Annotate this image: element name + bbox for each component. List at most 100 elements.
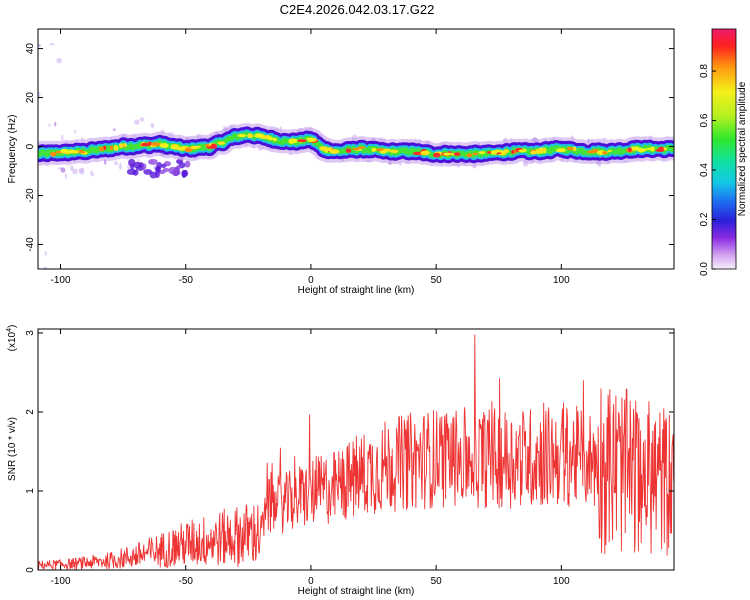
top-x-axis-tick-label: -100 xyxy=(51,275,71,286)
ridge-core-spot xyxy=(389,149,399,154)
ridge-core-spot xyxy=(518,149,527,153)
bottom-x-axis-tick-label: 100 xyxy=(553,576,570,587)
heatmap-blob xyxy=(148,158,158,165)
ridge-core-spot xyxy=(288,138,296,144)
y-scale-prefix: (x10 xyxy=(7,331,18,351)
ridge-core-spot xyxy=(490,150,498,155)
ridge-core-spot xyxy=(217,141,226,145)
heatmap-blob xyxy=(155,166,161,173)
ridge-core-spot xyxy=(50,151,57,157)
top-y-axis-label: Frequency (Hz) xyxy=(7,115,18,184)
heatmap-noise-dot xyxy=(114,160,118,166)
ridge-core-spot xyxy=(352,147,360,151)
ridge-core-spot xyxy=(591,149,599,152)
heatmap-blob xyxy=(184,160,191,168)
top-x-axis: -100 -50 0 50 100 xyxy=(51,29,570,286)
ridge-core-spot xyxy=(247,133,254,139)
bottom-x-axis-tick-label: -50 xyxy=(179,576,194,587)
ridge-core-spot xyxy=(566,146,572,151)
ridge-core-spot xyxy=(420,150,430,156)
ridge-core-spot xyxy=(159,143,169,148)
colorbar-tick-label: 0.2 xyxy=(699,212,710,226)
heatmap-noise-dot xyxy=(90,170,93,177)
ridge-core-spot xyxy=(478,151,486,155)
top-y-axis-tick-label: -40 xyxy=(25,237,36,252)
ridge-core-spot xyxy=(443,152,453,156)
top-y-axis-tick-label: 40 xyxy=(25,43,36,55)
ridge-core-spot xyxy=(663,147,667,151)
ridge-core-spot xyxy=(254,133,265,138)
ridge-core-spot xyxy=(496,150,505,153)
ridge-core-spot xyxy=(307,137,317,142)
spectrogram-heatmap xyxy=(38,43,674,269)
ridge-core-spot xyxy=(267,137,275,141)
heatmap-noise-dot xyxy=(44,250,47,256)
ridge-core-spot xyxy=(123,143,127,147)
top-x-axis-label: Height of straight line (km) xyxy=(298,285,415,296)
ridge-core-spot xyxy=(184,147,193,153)
heatmap-blob xyxy=(149,171,158,179)
heatmap-noise-dot xyxy=(74,129,77,134)
y-scale-exponent: 4 xyxy=(6,328,13,332)
colorbar-tick-label: 0.0 xyxy=(699,262,710,276)
heatmap-noise-dot xyxy=(43,266,48,269)
heatmap-noise-dot xyxy=(56,58,63,64)
ridge-core-spot xyxy=(170,144,179,147)
bottom-x-axis-tick-label: 50 xyxy=(431,576,443,587)
heatmap-blob xyxy=(128,158,136,167)
colorbar-gradient xyxy=(711,28,737,270)
ridge-core-spot xyxy=(466,153,473,158)
ridge-core-spot xyxy=(383,148,391,152)
colorbar-tick-label: 0.4 xyxy=(699,163,710,177)
ridge-core-spot xyxy=(453,152,461,156)
ridge-core-spot xyxy=(205,143,210,148)
spectrogram-frame xyxy=(37,28,675,270)
ridge-core-spot xyxy=(148,141,152,146)
ridge-core-spot xyxy=(472,152,479,155)
heatmap-noise-dot xyxy=(78,167,84,175)
ridge-core-spot xyxy=(556,148,567,153)
heatmap-noise-dot xyxy=(113,128,116,132)
bottom-x-axis-tick-label: -100 xyxy=(51,576,71,587)
heatmap-noise-dot xyxy=(118,162,122,170)
colorbar-label: Normalized spectral amplitude xyxy=(737,81,748,216)
ridge-core-spot xyxy=(371,147,377,152)
snr-series-line xyxy=(38,334,674,570)
ridge-core-spot xyxy=(297,139,307,143)
ridge-core-spot xyxy=(55,150,62,154)
ridge-core-spot xyxy=(511,150,515,154)
heatmap-noise-dot xyxy=(49,43,55,46)
top-y-axis-tick-label: 20 xyxy=(25,92,36,104)
ridge-core-spot xyxy=(607,149,612,153)
top-x-axis-tick-label: 50 xyxy=(431,275,443,286)
heatmap-blob xyxy=(171,169,181,176)
heatmap-noise-dot xyxy=(150,122,155,129)
heatmap-noise-dot xyxy=(60,167,66,173)
ridge-core-spot xyxy=(189,146,200,150)
heatmap-noise-dot xyxy=(92,173,95,176)
ridge-core-spot xyxy=(118,143,123,149)
bottom-y-axis-tick-label: 0 xyxy=(25,567,36,573)
bottom-x-axis-label: Height of straight line (km) xyxy=(298,586,415,597)
heatmap-blob xyxy=(161,163,167,168)
ridge-core-spot xyxy=(375,148,385,152)
ridge-core-spot xyxy=(533,150,544,154)
bottom-x-axis-tick-label: 0 xyxy=(308,576,314,587)
heatmap-noise-dot xyxy=(48,123,51,128)
ridge-core-spot xyxy=(641,148,647,152)
ridge-core-spot xyxy=(68,149,75,153)
top-y-axis: -40 -20 0 20 40 xyxy=(25,43,674,252)
colorbar-ticks: 0.0 0.2 0.4 0.6 0.8 xyxy=(699,64,716,276)
ridge-core-spot xyxy=(655,148,665,152)
ridge-core-spot xyxy=(542,150,547,154)
ridge-core-spot xyxy=(433,152,441,158)
colorbar-tick-label: 0.8 xyxy=(699,64,710,78)
ridge-core-spot xyxy=(627,147,632,152)
svg-text:(x104): (x104) xyxy=(6,325,18,352)
heatmap-noise-dot xyxy=(54,121,57,127)
heatmap-blob xyxy=(138,162,144,168)
bottom-y-axis-tick-label: 3 xyxy=(25,330,36,336)
heatmap-noise-dot xyxy=(134,119,140,126)
ridge-core-spot xyxy=(80,150,85,154)
heatmap-noise-dot xyxy=(38,91,41,98)
